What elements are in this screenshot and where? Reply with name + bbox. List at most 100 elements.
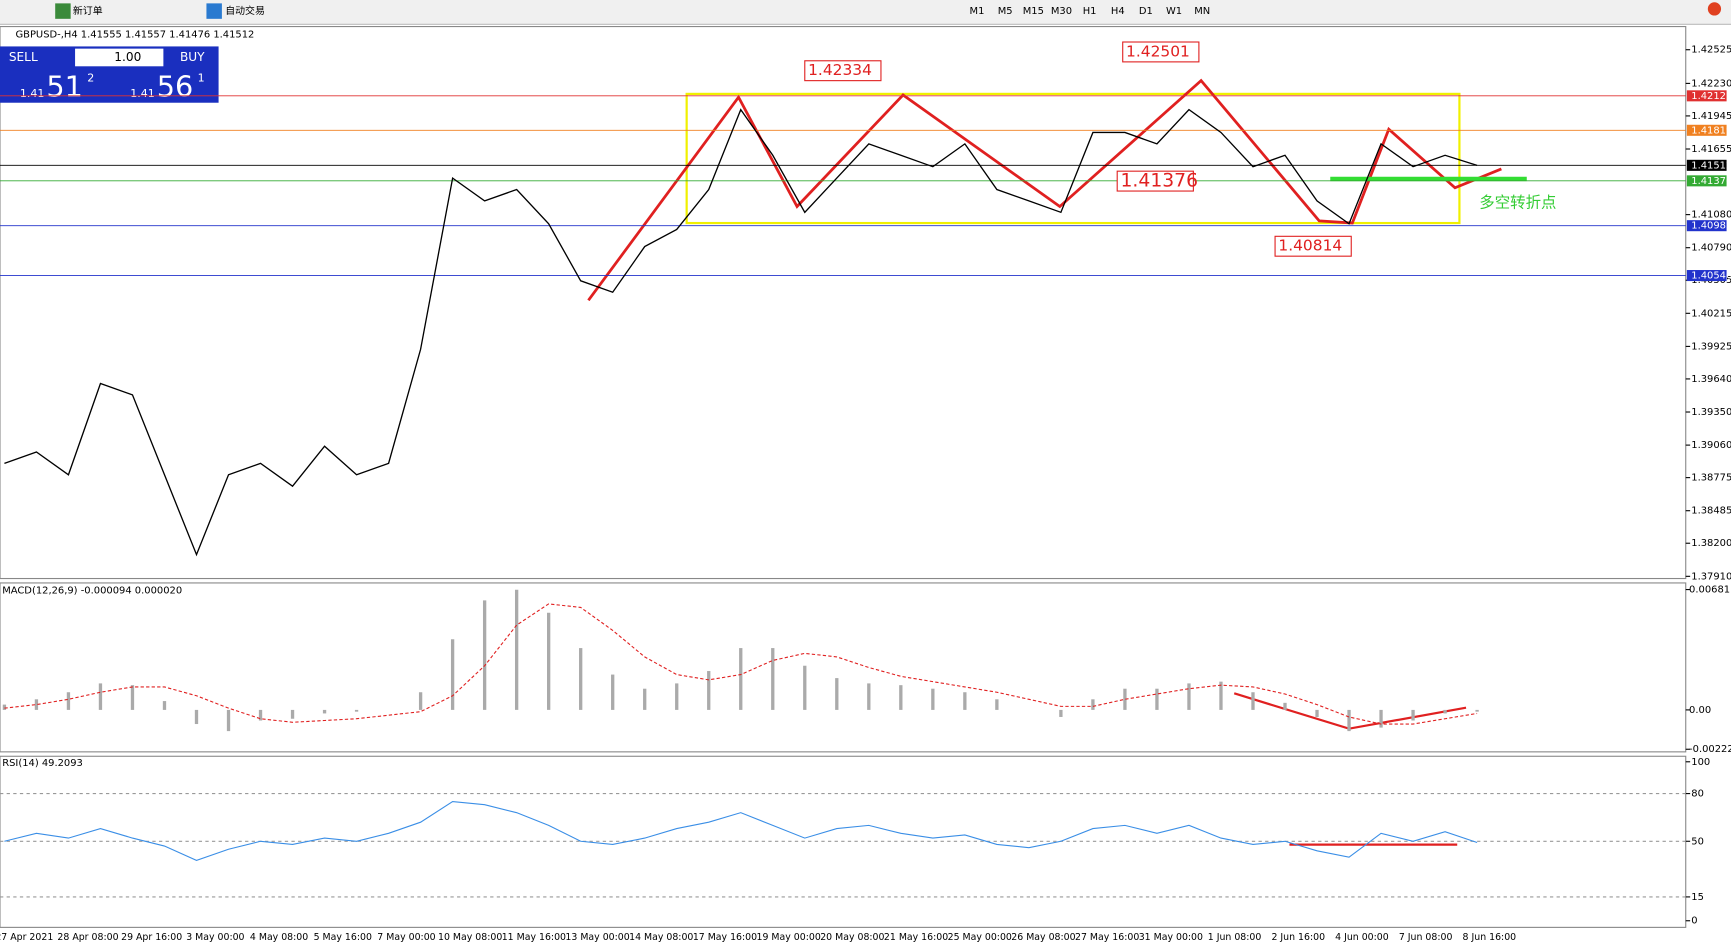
price-line	[4, 108, 1478, 557]
macd-tick-label: -0.002227	[1689, 744, 1731, 755]
auto-trading-button[interactable]: 自动交易	[225, 4, 265, 17]
time-label: 21 May 16:00	[884, 932, 948, 943]
timeframe-button[interactable]: D1	[1139, 6, 1153, 17]
level-label: 1.41376	[1691, 176, 1731, 187]
annotation-box	[1274, 235, 1352, 257]
annotation-box	[1116, 170, 1194, 192]
time-label: 5 May 16:00	[314, 932, 372, 943]
macd-tick-label: 0.00	[1689, 705, 1711, 716]
sell-sup: 2	[87, 71, 94, 84]
new-order-icon[interactable]	[55, 3, 71, 19]
rsi-tick-label: 80	[1691, 789, 1704, 800]
time-label: 13 May 00:00	[565, 932, 629, 943]
main-chart-frame	[0, 26, 1687, 580]
time-label: 10 May 08:00	[438, 932, 502, 943]
timeframe-button[interactable]: W1	[1166, 6, 1182, 17]
annotation-box	[804, 60, 882, 82]
rsi-tick-label: 50	[1691, 836, 1704, 847]
price-tick-label: 1.40215	[1691, 308, 1731, 319]
time-label: 4 May 08:00	[250, 932, 308, 943]
time-label: 17 May 16:00	[693, 932, 757, 943]
level-tag	[1686, 270, 1727, 282]
time-label: 27 Apr 2021	[0, 932, 53, 943]
timeframe-button[interactable]: M15	[1023, 6, 1044, 17]
price-tick-label: 1.41655	[1691, 144, 1731, 155]
level-label: 1.42121	[1691, 91, 1731, 102]
timeframe-button[interactable]: M30	[1051, 6, 1072, 17]
price-tick-label: 1.40790	[1691, 243, 1731, 254]
level-tag	[1686, 159, 1727, 171]
price-tick-label: 1.38200	[1691, 538, 1731, 549]
timeframe-button[interactable]: MN	[1194, 6, 1210, 17]
macd-frame	[0, 582, 1687, 753]
sell-button[interactable]: SELL	[9, 50, 38, 64]
annotation: 1.41376	[1121, 171, 1199, 192]
buy-button[interactable]: BUY	[180, 50, 205, 64]
sell-prefix: 1.41	[20, 87, 45, 100]
level-tag	[1686, 124, 1727, 136]
time-label: 26 May 08:00	[1011, 932, 1075, 943]
level-label: 1.40546	[1691, 271, 1731, 282]
macd-tick-label: 0.006811	[1689, 585, 1731, 596]
price-tick-label: 1.42525	[1691, 45, 1731, 56]
rsi-line	[4, 800, 1478, 861]
time-label: 11 May 16:00	[502, 932, 566, 943]
range-box	[685, 92, 1461, 225]
buy-prefix: 1.41	[130, 87, 155, 100]
lot-value[interactable]: 1.00	[114, 50, 141, 64]
price-tick-label: 1.39350	[1691, 407, 1731, 418]
price-tick-label: 1.39060	[1691, 440, 1731, 451]
time-label: 8 Jun 16:00	[1463, 932, 1517, 943]
annotation: 1.42501	[1126, 42, 1190, 60]
annotation: 1.40814	[1278, 237, 1342, 255]
rsi-tick-label: 100	[1691, 757, 1710, 768]
auto-trading-icon[interactable]	[206, 3, 222, 19]
time-label: 7 Jun 08:00	[1399, 932, 1453, 943]
time-label: 3 May 00:00	[186, 932, 244, 943]
buy-sup: 1	[198, 71, 205, 84]
plot-layer: 1.425251.422301.419451.416551.410801.407…	[0, 41, 1731, 943]
price-tick-label: 1.41080	[1691, 210, 1731, 221]
time-label: 1 Jun 08:00	[1208, 932, 1262, 943]
time-label: 2 Jun 16:00	[1271, 932, 1325, 943]
timeframe-button[interactable]: H4	[1111, 6, 1125, 17]
new-order-button[interactable]: 新订单	[73, 4, 103, 17]
timeframe-group: M1 M5 M15 M30 H1 H4 D1 W1 MN	[970, 6, 1211, 17]
price-tick-label: 1.39640	[1691, 374, 1731, 385]
price-tick-label: 1.37910	[1691, 571, 1731, 582]
buy-big: 56	[157, 69, 194, 103]
level-tag	[1686, 90, 1727, 102]
price-tick-label: 1.42230	[1691, 78, 1731, 89]
price-tick-label: 1.39925	[1691, 341, 1731, 352]
price-tick-label: 1.38775	[1691, 473, 1731, 484]
annotation: 多空转折点	[1479, 194, 1556, 212]
annotation: 1.42334	[808, 61, 872, 79]
macd-header: MACD(12,26,9) -0.000094 0.000020	[2, 586, 182, 597]
lot-box[interactable]	[75, 48, 164, 67]
alert-badge[interactable]	[1707, 2, 1722, 16]
time-label: 29 Apr 16:00	[121, 932, 182, 943]
rsi-tick-label: 0	[1691, 916, 1697, 927]
toolbar	[0, 0, 1731, 25]
time-label: 19 May 00:00	[757, 932, 821, 943]
timeframe-button[interactable]: M1	[970, 6, 985, 17]
price-tick-label: 1.41945	[1691, 111, 1731, 122]
time-label: 14 May 08:00	[629, 932, 693, 943]
time-label: 4 Jun 00:00	[1335, 932, 1389, 943]
level-label: 1.41512	[1691, 160, 1731, 171]
price-tick-label: 1.38485	[1691, 506, 1731, 517]
macd-signal	[4, 603, 1478, 725]
zigzag-arrows	[587, 78, 1502, 302]
level-tag	[1686, 175, 1727, 187]
rsi-tick-label: 15	[1691, 892, 1704, 903]
time-label: 20 May 08:00	[820, 932, 884, 943]
time-label: 25 May 00:00	[948, 932, 1012, 943]
time-label: 7 May 00:00	[377, 932, 435, 943]
level-label: 1.41819	[1691, 125, 1731, 136]
sell-big: 51	[46, 69, 83, 103]
main-header: GBPUSD-,H4 1.41555 1.41557 1.41476 1.415…	[15, 29, 254, 40]
timeframe-button[interactable]: H1	[1083, 6, 1097, 17]
timeframe-button[interactable]: M5	[998, 6, 1013, 17]
time-label: 31 May 00:00	[1139, 932, 1203, 943]
